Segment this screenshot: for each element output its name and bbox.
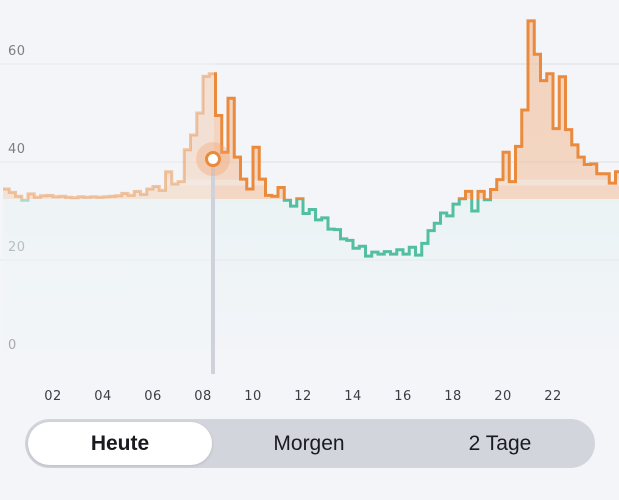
x-tick-label: 14 xyxy=(344,389,362,404)
high-price-area xyxy=(3,20,619,199)
x-tick-label: 12 xyxy=(294,389,312,404)
y-tick-label: 40 xyxy=(8,142,26,157)
x-tick-label: 16 xyxy=(394,389,412,404)
x-tick-label: 18 xyxy=(444,389,462,404)
x-tick-label: 08 xyxy=(194,389,212,404)
tab-morgen[interactable]: Morgen xyxy=(273,432,345,455)
x-tick-label: 22 xyxy=(544,389,562,404)
chart-areas xyxy=(0,0,619,350)
x-tick-label: 20 xyxy=(494,389,512,404)
high-price-line xyxy=(214,19,619,199)
range-selector: Heute Morgen 2 Tage xyxy=(25,419,595,468)
high-price-line xyxy=(3,72,214,199)
current-time-line xyxy=(211,159,215,374)
threshold-band xyxy=(0,179,619,186)
x-tick-label: 06 xyxy=(144,389,162,404)
x-axis-labels: 02 04 06 08 10 12 14 16 18 20 22 xyxy=(44,389,562,404)
chart-lines xyxy=(3,19,619,258)
low-price-line xyxy=(282,199,492,258)
current-point[interactable] xyxy=(205,151,221,168)
x-tick-label: 10 xyxy=(244,389,262,404)
y-tick-label: 60 xyxy=(8,44,26,59)
tab-2-tage[interactable]: 2 Tage xyxy=(468,432,532,455)
current-time-marker xyxy=(196,142,230,374)
x-tick-label: 02 xyxy=(44,389,62,404)
past-fade xyxy=(0,0,214,350)
tab-heute[interactable]: Heute xyxy=(28,422,212,465)
low-price-area xyxy=(3,199,619,350)
x-tick-label: 04 xyxy=(94,389,112,404)
